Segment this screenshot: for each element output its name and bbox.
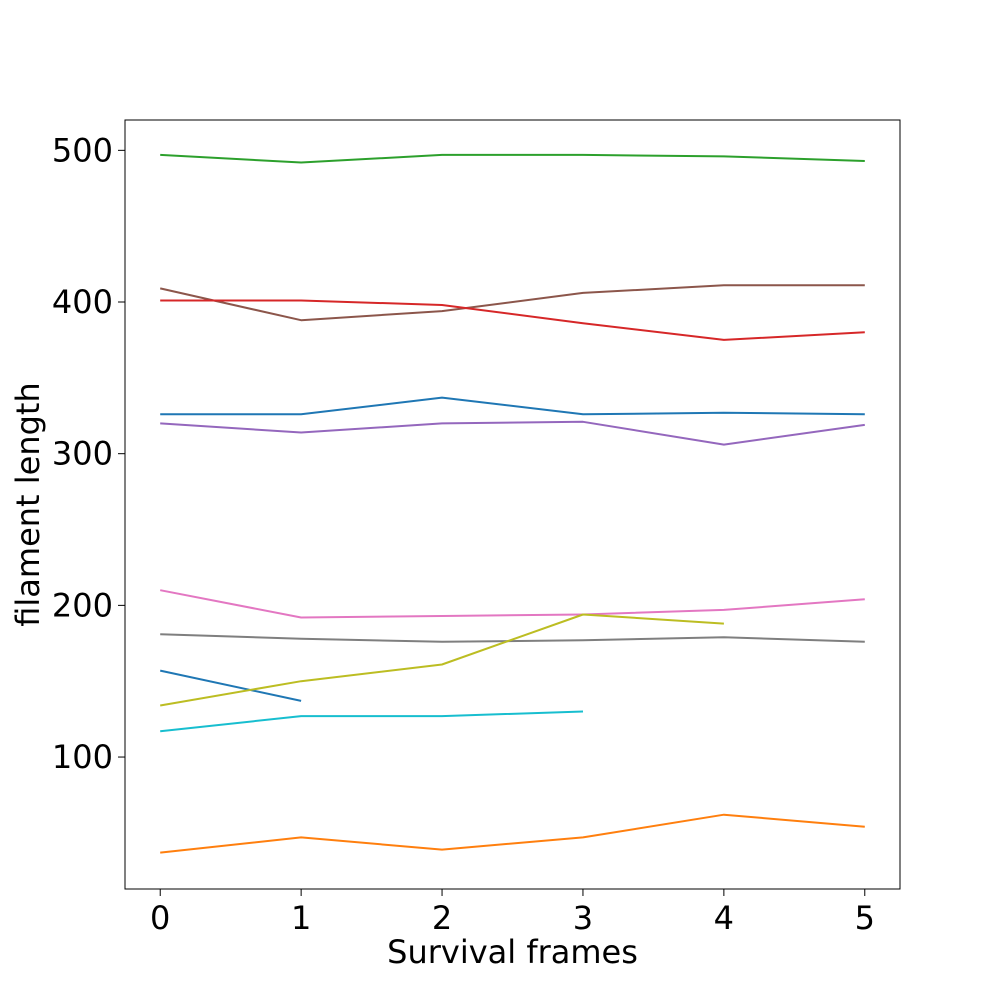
series-line-2 <box>159 284 865 322</box>
x-tick-label: 1 <box>291 899 311 937</box>
x-axis-ticks: 0 1 2 3 4 5 <box>150 889 875 937</box>
series-line-6 <box>160 589 865 619</box>
series-layer <box>159 153 865 854</box>
y-axis-label: filament length <box>9 382 47 627</box>
plot-frame <box>124 119 901 890</box>
series-line-9 <box>160 613 724 707</box>
x-tick-label: 5 <box>855 899 875 937</box>
series-line-4 <box>160 396 865 416</box>
series-line-11 <box>160 813 865 854</box>
y-axis-ticks: 100 200 300 400 500 <box>52 131 125 776</box>
series-line-8 <box>159 669 302 702</box>
series-line-1 <box>160 153 865 164</box>
series-line-3 <box>160 299 865 341</box>
x-tick-label: 3 <box>573 899 593 937</box>
series-line-5 <box>160 420 865 446</box>
y-tick-label: 300 <box>52 435 113 473</box>
x-tick-label: 4 <box>714 899 734 937</box>
x-tick-label: 0 <box>150 899 170 937</box>
series-line-7 <box>160 633 865 643</box>
y-tick-label: 100 <box>52 738 113 776</box>
y-tick-label: 200 <box>52 586 113 624</box>
series-line-10 <box>160 710 584 733</box>
x-axis-label: Survival frames <box>387 933 638 971</box>
x-tick-label: 2 <box>432 899 452 937</box>
y-tick-label: 500 <box>52 131 113 169</box>
y-tick-label: 400 <box>52 283 113 321</box>
